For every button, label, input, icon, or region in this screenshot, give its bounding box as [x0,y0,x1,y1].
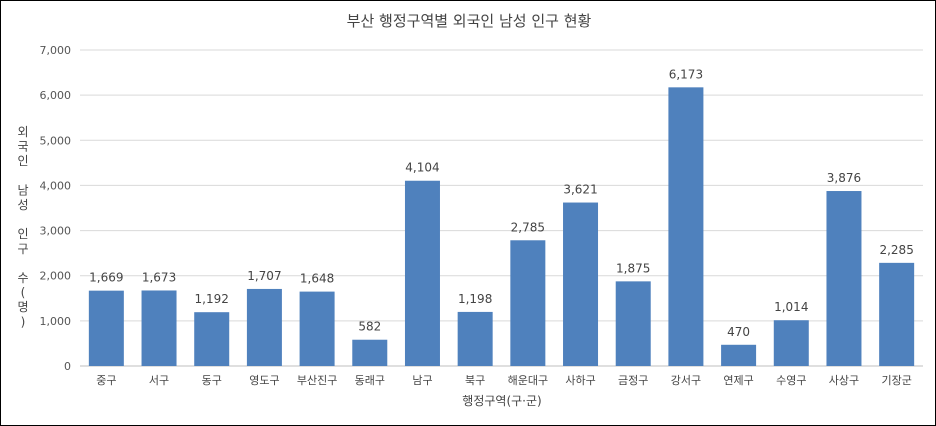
x-tick-label: 부산진구 [297,374,337,387]
bar [246,288,282,366]
data-label: 1,707 [247,269,281,283]
bar [826,191,862,366]
x-tick-label: 사하구 [565,373,595,387]
bar [510,240,546,366]
x-tick-label: 사상구 [829,374,859,387]
data-label: 6,173 [669,67,703,81]
x-axis-categories: 중구 서구 동구 영도구 부산진구 동래구 남구 북구 해운대구 사하구 금정구 강서구 연제구 수영구 사… [96,373,912,387]
x-tick-label: 해운대구 [508,373,548,387]
x-tick-label: 영도구 [249,374,279,387]
data-label: 470 [727,325,750,339]
x-tick-label: 연제구 [723,374,753,387]
data-label: 1,673 [142,270,176,284]
bar [404,180,440,366]
bar [299,291,335,366]
data-label: 1,669 [89,271,123,285]
data-label: 1,875 [616,261,650,275]
x-tick-label: 수영구 [776,374,806,387]
y-tick-label: 5,000 [40,134,72,147]
x-tick-label: 북구 [465,374,485,387]
y-tick-label: 0 [64,360,71,373]
y-tick-label: 7,000 [40,44,72,57]
y-tick-label: 3,000 [40,225,72,238]
data-label: 2,785 [511,220,545,234]
bar [457,311,493,366]
bar [615,281,651,366]
data-label: 2,285 [879,243,913,257]
y-tick-label: 4,000 [40,179,72,192]
y-axis-ticks: 0 1,000 2,000 3,000 4,000 5,000 6,000 7,000 [40,44,72,373]
y-tick-label: 1,000 [40,315,72,328]
x-axis-label: 행정구역(구·군) [462,393,541,408]
data-label: 1,192 [195,292,229,306]
x-tick-label: 서구 [149,374,169,387]
bar [879,262,915,366]
data-label: 1,198 [458,292,492,306]
data-label: 1,014 [774,300,808,314]
data-label: 4,104 [405,161,439,175]
bar [194,312,230,366]
data-label: 3,876 [827,171,861,185]
data-label: 3,621 [563,183,597,197]
bars [88,87,915,367]
chart-title: 부산 행정구역별 외국인 남성 인구 현황 [347,12,592,30]
y-tick-label: 6,000 [40,89,72,102]
bar [352,339,388,366]
data-labels: 1,669 1,673 1,192 1,707 1,648 582 4,104 1,198 2,… [89,67,914,338]
x-tick-label: 기장군 [881,374,911,387]
bar [668,87,704,367]
bar [721,344,757,366]
bar [773,320,809,366]
y-tick-label: 2,000 [40,270,72,283]
bar [88,290,124,366]
data-label: 1,648 [300,272,334,286]
x-tick-label: 금정구 [618,374,648,387]
data-label: 582 [358,320,381,334]
x-tick-label: 남구 [412,374,432,387]
x-tick-label: 동구 [202,374,222,387]
x-tick-label: 강서구 [671,374,701,387]
bar [563,202,599,366]
bar [141,290,177,366]
x-tick-label: 동래구 [355,374,385,387]
x-tick-label: 중구 [96,374,116,387]
